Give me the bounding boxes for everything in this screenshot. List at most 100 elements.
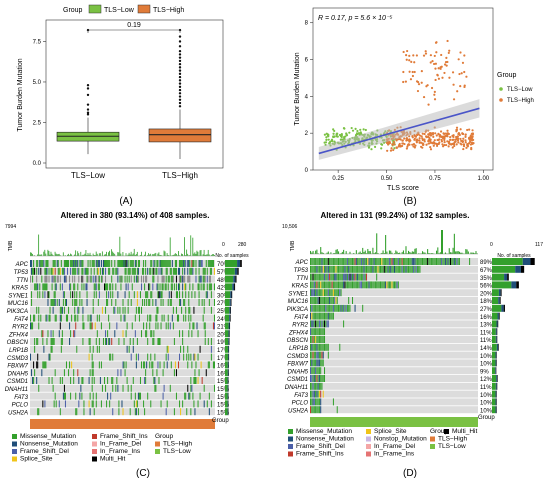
mutation-cell (443, 258, 445, 265)
gene-count-bar (492, 375, 497, 382)
legend-b-low-dot (499, 87, 503, 91)
tmb-bar (153, 254, 155, 256)
mutation-cell (345, 265, 347, 273)
axis-b-xtick-label: 1.00 (477, 176, 489, 182)
mutation-cell (104, 377, 106, 384)
mutation-cell (130, 260, 132, 267)
mutation-cell (37, 260, 39, 267)
mutation-cell (450, 258, 452, 265)
mutation-cell (42, 400, 44, 408)
mutation-cell (61, 330, 63, 338)
tmb-bar (59, 255, 61, 256)
mutation-cell (364, 273, 366, 281)
mutation-cell (98, 338, 100, 345)
mutation-cell (62, 267, 64, 275)
scatter-point (323, 133, 326, 136)
mutation-cell (171, 314, 173, 322)
oncoplot-d-tmb-label: TMB (290, 240, 296, 251)
mutation-cell (51, 283, 53, 291)
mutation-cell (312, 273, 314, 281)
mutation-cell (357, 273, 359, 281)
tmb-bar (374, 252, 376, 254)
mutation-cell (105, 330, 107, 338)
mutation-cell (315, 273, 317, 281)
mutation-cell (315, 359, 317, 367)
mutation-cell (109, 260, 111, 267)
tmb-bar (87, 252, 89, 256)
mutation-cell (313, 351, 315, 359)
gene-count-bar (225, 306, 230, 314)
mutation-cell (405, 258, 407, 265)
mutation-cell (329, 281, 331, 289)
mutation-cell (81, 267, 83, 275)
mutation-cell (310, 281, 312, 289)
mutation-cell (313, 312, 315, 320)
axis-a-tick-label: 2.5 (33, 120, 42, 126)
scatter-point (411, 134, 414, 138)
mutation-cell (89, 345, 91, 353)
mutation-cell (160, 322, 162, 330)
mutation-cell (317, 343, 319, 351)
tmb-bar (458, 251, 460, 254)
mutation-cell (174, 260, 176, 267)
mutation-cell (131, 283, 133, 291)
mutation-cell (310, 359, 312, 367)
gene-count-bar (496, 328, 498, 336)
mutation-cell (81, 299, 83, 306)
gene-count-bar (232, 283, 235, 291)
mutation-cell (334, 281, 336, 289)
mutation-cell (104, 283, 106, 291)
mutation-cell (127, 306, 129, 314)
mutation-cell (59, 306, 61, 314)
mutation-cell (172, 275, 174, 283)
gene-count-bar (522, 258, 531, 265)
mutation-cell (344, 265, 346, 273)
tmb-bar (203, 249, 205, 256)
mutation-cell (324, 281, 326, 289)
gene-count-bar (492, 312, 498, 320)
tmb-bar (82, 254, 84, 256)
scatter-point (409, 78, 413, 81)
mutation-cell (373, 258, 375, 265)
legend-group-title: Group (430, 428, 448, 435)
mutation-cell (127, 260, 129, 267)
gene-label: DNAH5 (288, 369, 309, 375)
mutation-cell (42, 260, 44, 267)
mutation-cell (138, 306, 140, 314)
mutation-cell (122, 306, 124, 314)
mutation-cell (173, 369, 175, 377)
mutation-cell (75, 260, 77, 267)
mutation-cell (311, 375, 313, 382)
mutation-cell (128, 267, 130, 275)
mutation-cell (182, 330, 184, 338)
mutation-cell (170, 283, 172, 291)
mutation-cell (44, 267, 46, 275)
mutation-cell (188, 392, 190, 400)
mutation-cell (346, 273, 348, 281)
mutation-cell (50, 338, 52, 345)
mutation-cell (321, 343, 323, 351)
tmb-bar (366, 253, 368, 254)
scatter-point (434, 132, 437, 135)
mutation-cell (394, 281, 396, 289)
mutation-cell (316, 390, 318, 398)
tmb-bar (396, 251, 398, 254)
mutation-cell (62, 392, 64, 400)
oncoplot-c-tmb-label: TMB (8, 240, 14, 251)
legend-label: Splice_Site (374, 428, 407, 435)
mutation-cell (130, 299, 132, 306)
mutation-cell (92, 306, 94, 314)
mutation-cell (366, 265, 368, 273)
gene-count-bar (496, 343, 499, 351)
mutation-cell (364, 258, 366, 265)
mutation-cell (63, 369, 65, 377)
mutation-cell (321, 382, 323, 390)
mutation-cell (123, 361, 125, 369)
mutation-cell (312, 390, 314, 398)
mutation-cell (312, 375, 314, 382)
mutation-cell (120, 314, 122, 322)
mutation-cell (58, 299, 60, 306)
mutation-cell (358, 281, 360, 289)
tmb-bar (120, 253, 122, 256)
mutation-cell (182, 267, 184, 275)
